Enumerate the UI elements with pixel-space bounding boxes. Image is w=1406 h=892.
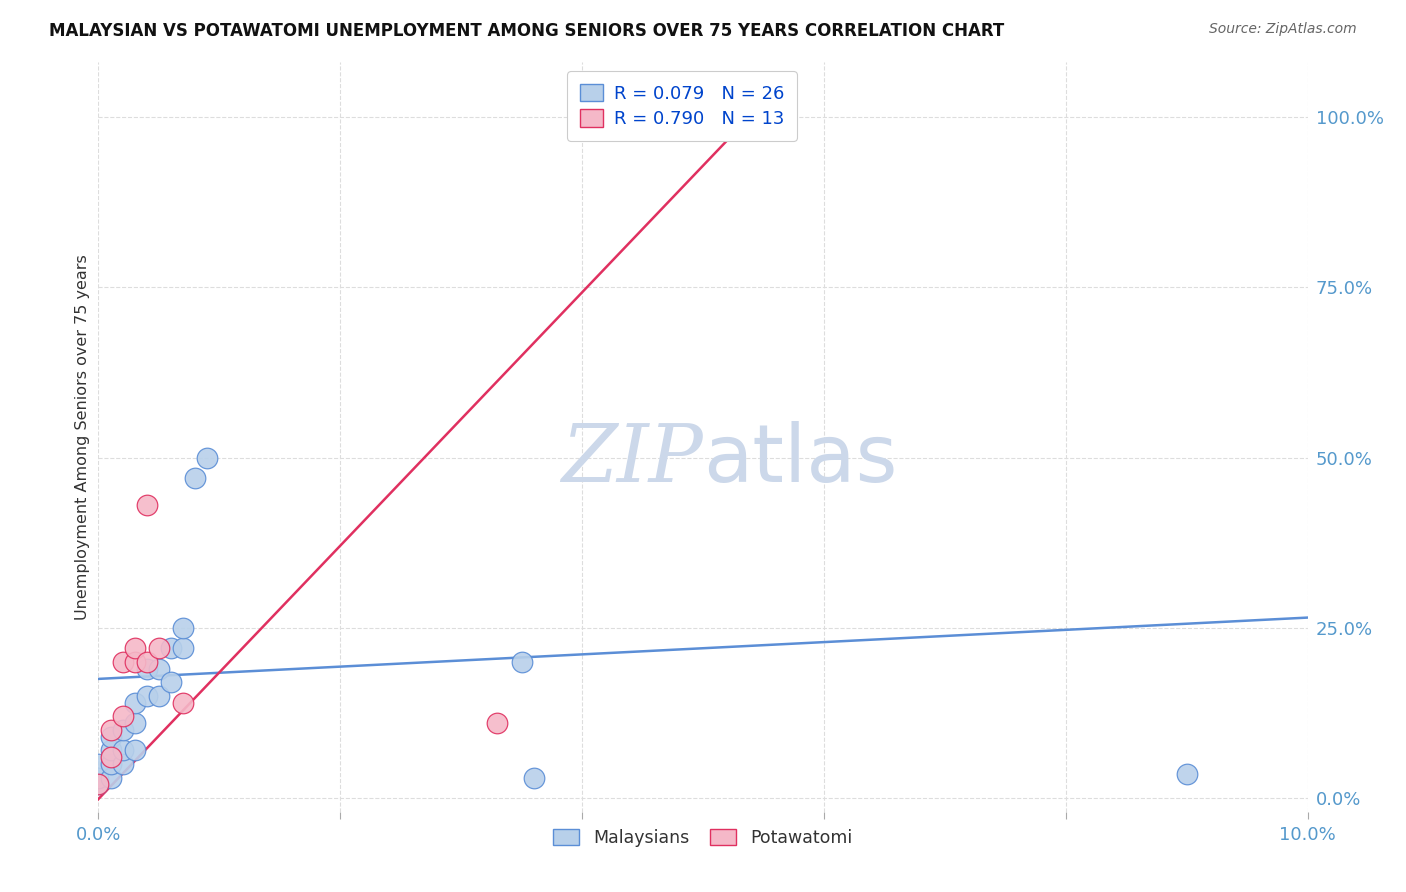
Text: atlas: atlas [703,420,897,499]
Text: Source: ZipAtlas.com: Source: ZipAtlas.com [1209,22,1357,37]
Point [135,655,157,669]
Point [160,675,183,690]
Point [135,498,157,512]
Point [523,771,546,785]
Point [148,689,170,703]
Point [111,655,134,669]
Point [124,743,146,757]
Point [172,621,194,635]
Point [124,641,146,656]
Point [135,689,157,703]
Point [148,641,170,656]
Point [100,723,122,737]
Point [111,743,134,757]
Point [172,696,194,710]
Point [172,641,194,656]
Point [100,757,122,772]
Point [124,696,146,710]
Point [111,709,134,723]
Point [692,110,714,124]
Point [100,730,122,744]
Point [148,662,170,676]
Point [135,662,157,676]
Point [160,641,183,656]
Point [486,716,509,731]
Point [510,655,533,669]
Point [87,777,110,791]
Point [124,655,146,669]
Point [87,777,110,791]
Legend: Malaysians, Potawatomi: Malaysians, Potawatomi [544,820,862,855]
Point [87,757,110,772]
Point [124,716,146,731]
Point [100,743,122,757]
Text: ZIP: ZIP [561,421,703,499]
Point [87,771,110,785]
Point [100,771,122,785]
Text: MALAYSIAN VS POTAWATOMI UNEMPLOYMENT AMONG SENIORS OVER 75 YEARS CORRELATION CHA: MALAYSIAN VS POTAWATOMI UNEMPLOYMENT AMO… [49,22,1004,40]
Point [100,750,122,764]
Y-axis label: Unemployment Among Seniors over 75 years: Unemployment Among Seniors over 75 years [75,254,90,620]
Point [1175,767,1198,781]
Point [184,471,207,485]
Point [111,757,134,772]
Point [195,450,218,465]
Point [111,723,134,737]
